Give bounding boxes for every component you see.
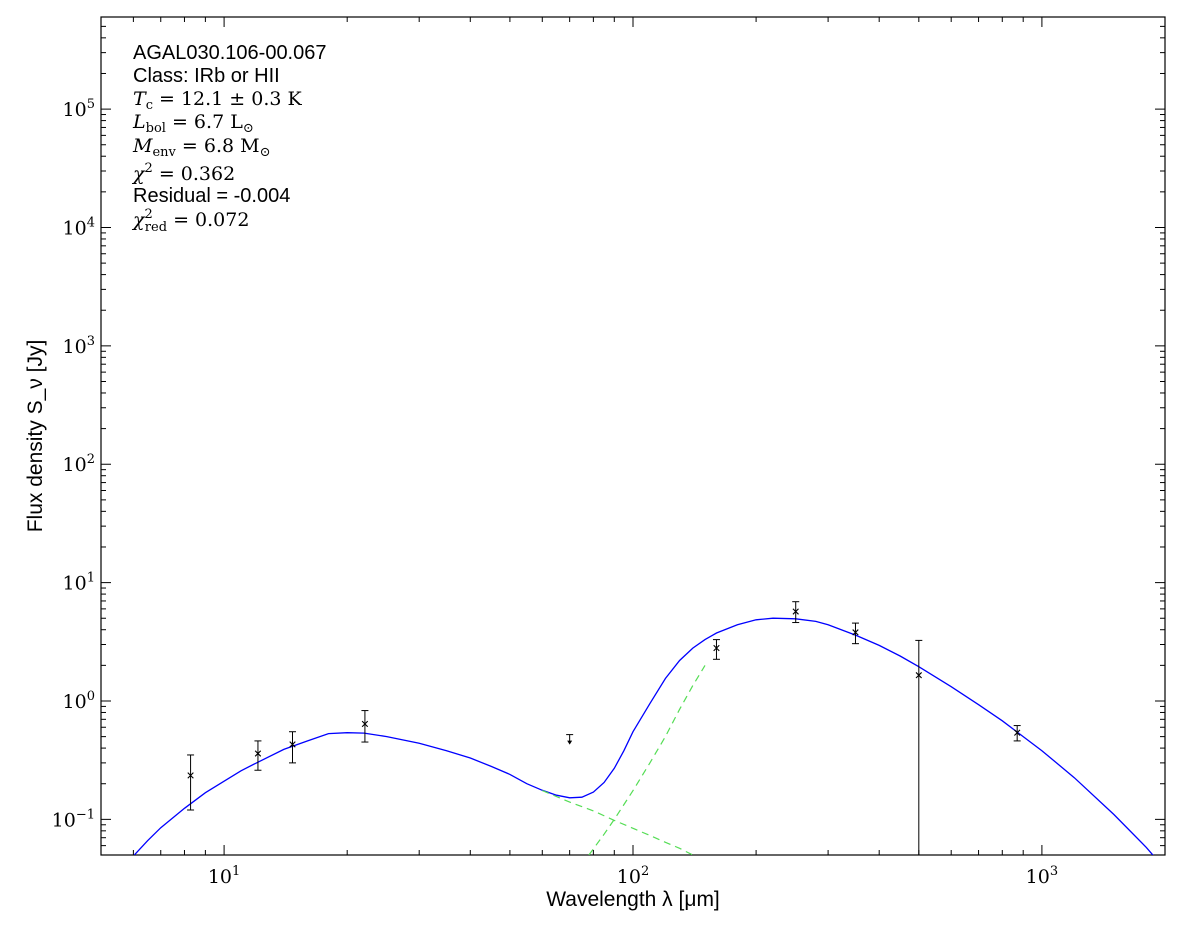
plot-frame (100, 16, 1166, 856)
data-point (187, 772, 194, 779)
y-tick-label: 100 (63, 689, 95, 713)
reduced-chi-squared-value: χ2 red = 0.072 (131, 207, 249, 235)
warm-component-line (542, 790, 694, 855)
x-tick-label: 101 (208, 864, 240, 888)
residual-value: Residual = -0.004 (133, 185, 290, 207)
data-point (361, 720, 369, 728)
data-point (1013, 729, 1021, 736)
y-tick-label: 10−1 (52, 807, 95, 831)
y-tick-label: 103 (63, 334, 95, 358)
cold-component-line (588, 665, 706, 855)
upper-limit-arrow (567, 740, 573, 745)
data-point (792, 608, 799, 615)
temperature-value: Tc = 12.1 ± 0.3 K (133, 88, 303, 113)
x-axis-label: Wavelength λ [μm] (546, 888, 720, 911)
x-tick-label: 102 (617, 864, 649, 888)
fit-curves (133, 617, 1154, 855)
data-point (254, 750, 262, 757)
luminosity-value: Lbol = 6.7 L⊙ (132, 111, 254, 136)
source-name: AGAL030.106-00.067 (133, 42, 327, 64)
data-point (713, 644, 720, 652)
envelope-mass-value: Menv = 6.8 M⊙ (132, 135, 271, 160)
data-points (187, 601, 1021, 855)
y-tick-label: 104 (63, 215, 95, 239)
y-axis-label: Flux density S_ν [Jy] (24, 340, 47, 533)
x-tick-label: 103 (1026, 864, 1058, 888)
y-tick-label: 105 (63, 97, 95, 121)
tick-labels: 101 102 103 10−1 100 101 102 103 104 105 (52, 97, 1059, 888)
total-fit-line (133, 617, 1154, 855)
chi-squared-value: χ2 = 0.362 (131, 161, 235, 185)
data-point (915, 672, 923, 679)
data-point (852, 629, 859, 636)
y-tick-label: 102 (63, 452, 95, 476)
data-point (289, 741, 296, 748)
class-label: Class: IRb or HII (133, 65, 280, 87)
fit-annotations: AGAL030.106-00.067 Class: IRb or HII Tc … (131, 42, 327, 235)
y-tick-label: 101 (63, 571, 95, 595)
axis-ticks (100, 16, 1166, 856)
